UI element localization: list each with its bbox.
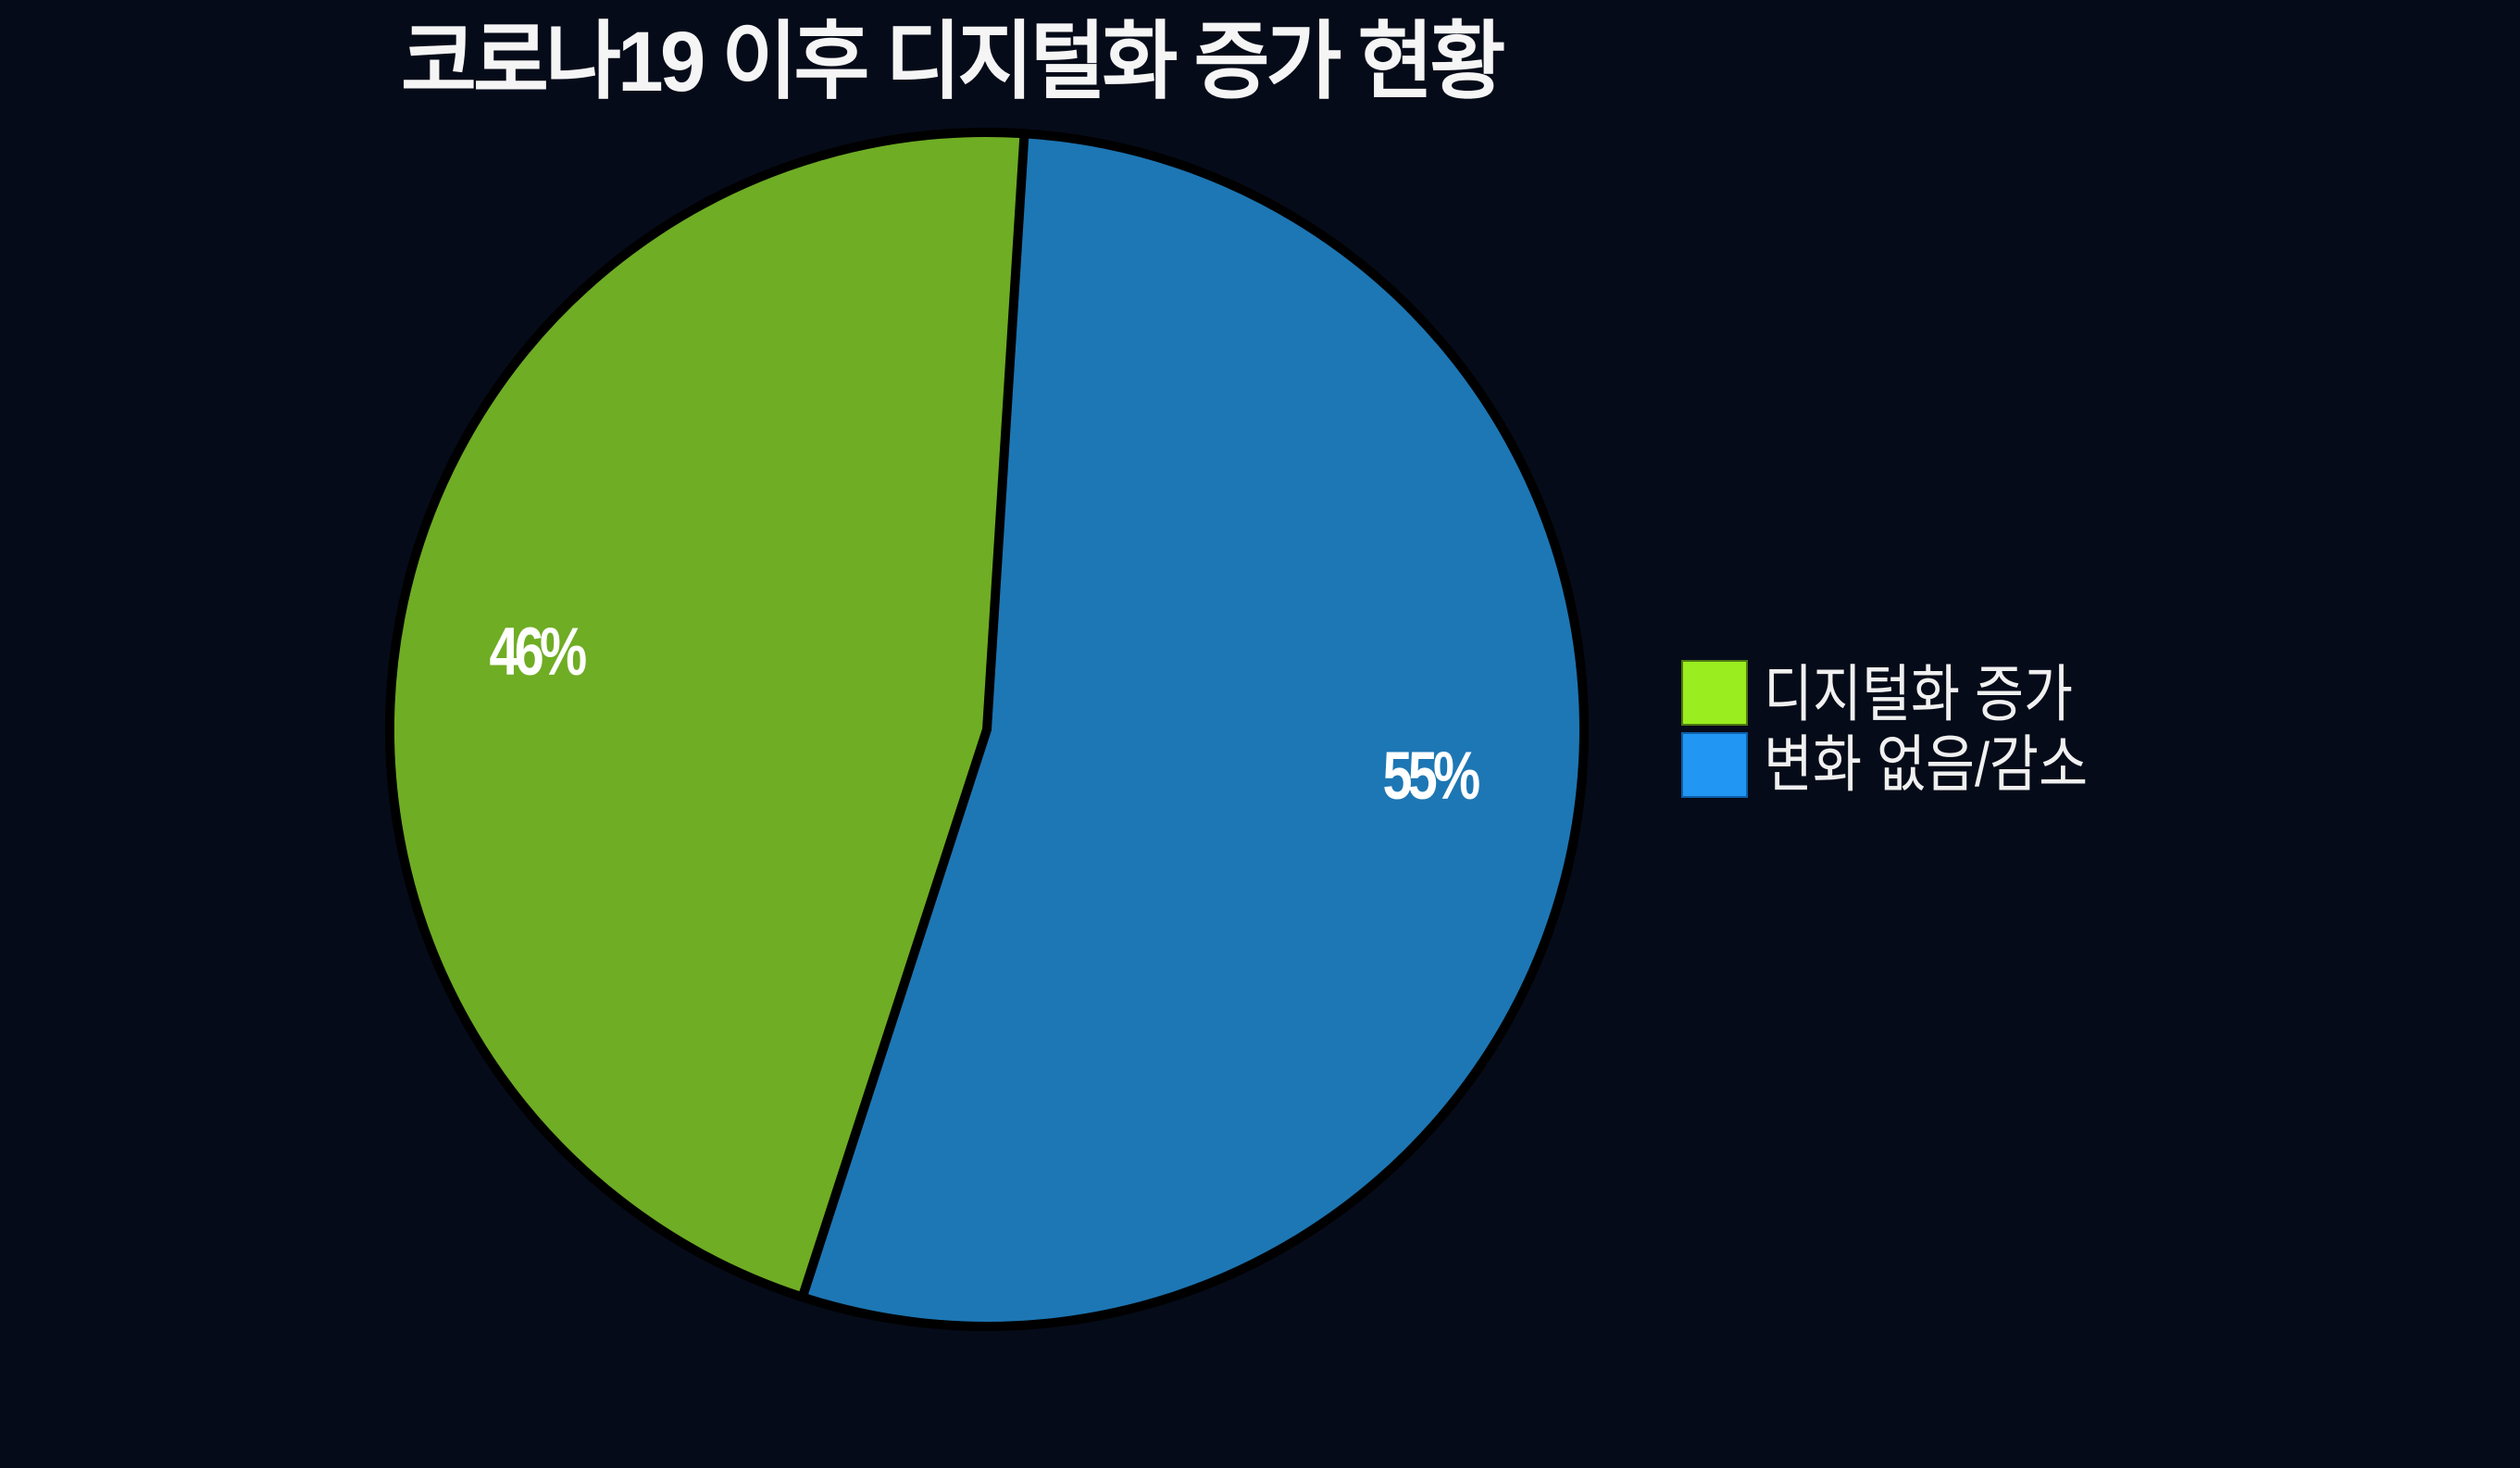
svg-text:46%: 46% [490,615,586,690]
svg-text:55%: 55% [1383,739,1479,814]
